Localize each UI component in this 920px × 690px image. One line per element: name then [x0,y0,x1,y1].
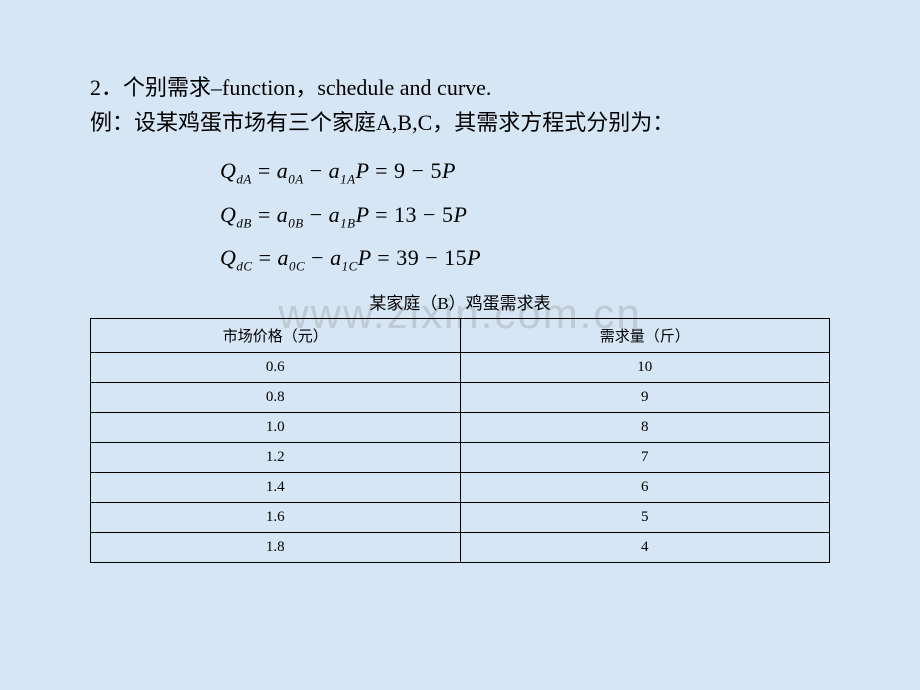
cell-price: 0.6 [91,352,461,382]
cell-qty: 5 [460,502,830,532]
demand-table: 市场价格（元） 需求量（斤） 0.6 10 0.8 9 1.0 8 1.2 7 [90,318,830,563]
table-row: 1.8 4 [91,532,830,562]
cell-qty: 9 [460,382,830,412]
table-row: 0.6 10 [91,352,830,382]
cell-price: 1.0 [91,412,461,442]
equation-b: QdB = a0B − a1BP = 13 − 5P [220,202,830,231]
slide-content: 2．个别需求–function，schedule and curve. 例：设某… [0,0,920,563]
cell-price: 0.8 [91,382,461,412]
table-header-row: 市场价格（元） 需求量（斤） [91,318,830,352]
table-row: 1.0 8 [91,412,830,442]
table-row: 1.2 7 [91,442,830,472]
table-title: 某家庭（B）鸡蛋需求表 [90,289,830,314]
cell-price: 1.4 [91,472,461,502]
equation-c: QdC = a0C − a1CP = 39 − 15P [220,245,830,274]
cell-price: 1.8 [91,532,461,562]
cell-qty: 10 [460,352,830,382]
col-header-qty: 需求量（斤） [460,318,830,352]
heading-line-1: 2．个别需求–function，schedule and curve. [90,70,830,105]
table-row: 1.4 6 [91,472,830,502]
table-row: 1.6 5 [91,502,830,532]
equations-block: QdA = a0A − a1AP = 9 − 5P QdB = a0B − a1… [220,158,830,274]
cell-qty: 6 [460,472,830,502]
col-header-price: 市场价格（元） [91,318,461,352]
cell-qty: 8 [460,412,830,442]
cell-price: 1.2 [91,442,461,472]
cell-qty: 4 [460,532,830,562]
cell-qty: 7 [460,442,830,472]
table-row: 0.8 9 [91,382,830,412]
cell-price: 1.6 [91,502,461,532]
heading-line-2: 例：设某鸡蛋市场有三个家庭A,B,C，其需求方程式分别为： [90,105,830,140]
equation-a: QdA = a0A − a1AP = 9 − 5P [220,158,830,187]
